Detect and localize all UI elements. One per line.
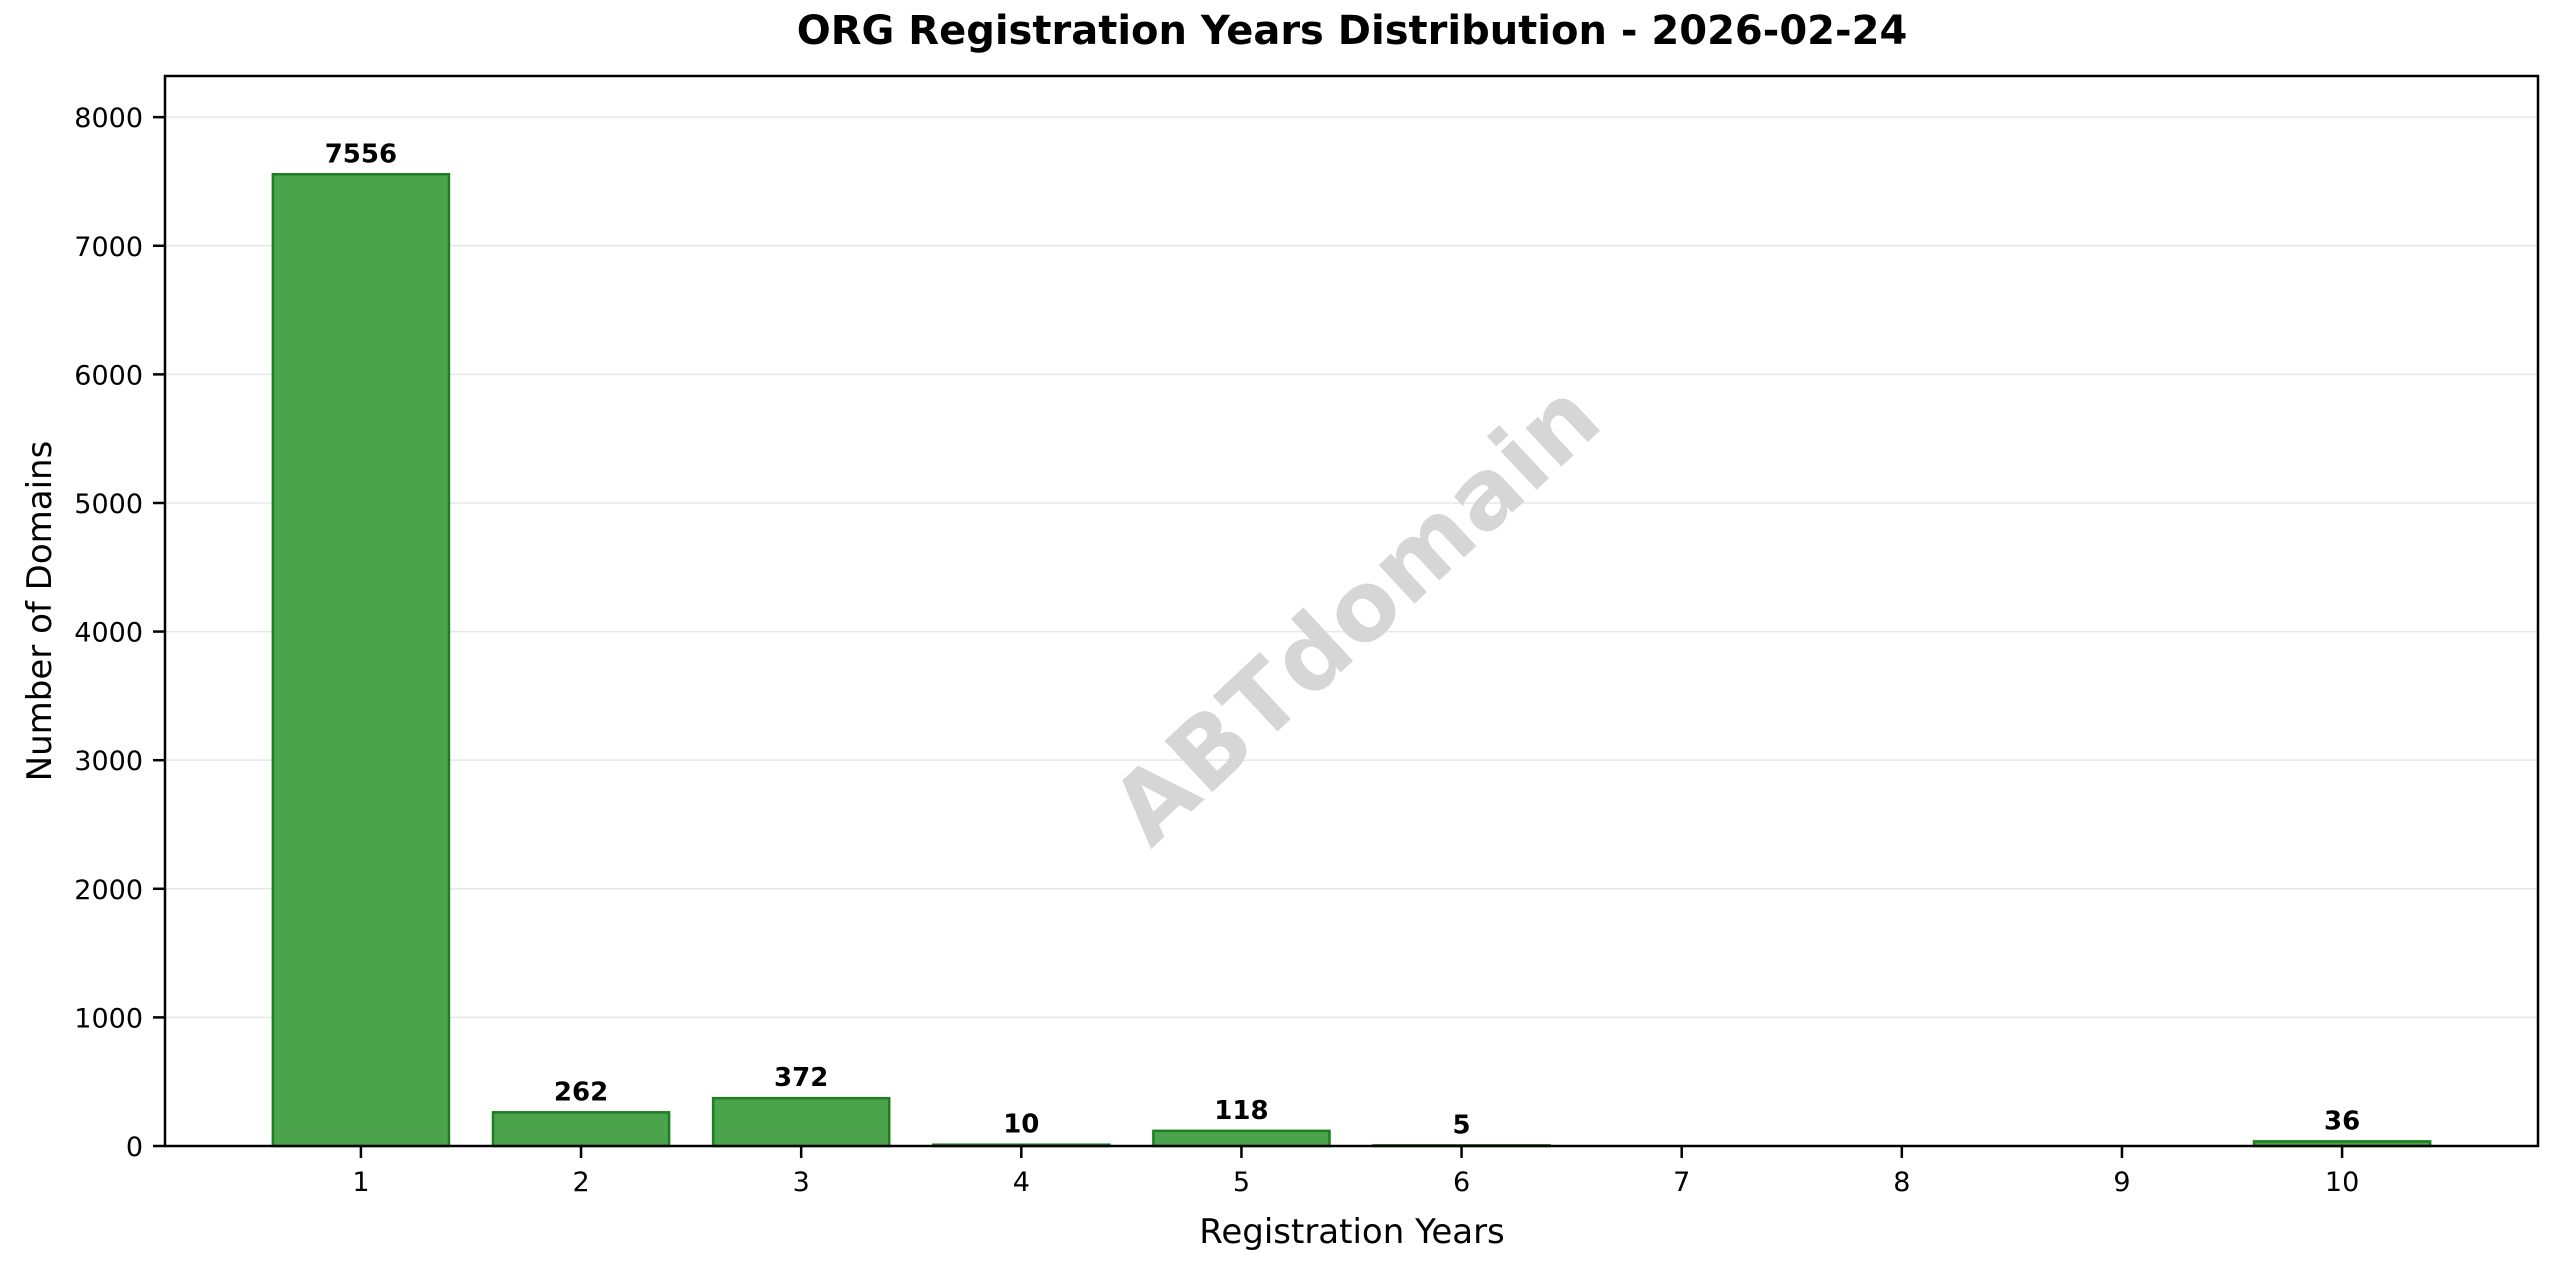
y-axis-label: Number of Domains: [20, 440, 60, 782]
x-tick-label: 8: [1893, 1167, 1910, 1198]
x-tick-label: 6: [1453, 1167, 1470, 1198]
bar: [1152, 1129, 1331, 1148]
bar: [271, 173, 451, 1148]
y-tick-label: 7000: [74, 232, 143, 263]
bar-value-label: 372: [774, 1063, 828, 1093]
x-axis-label: Registration Years: [1199, 1212, 1505, 1252]
y-tick-label: 1000: [74, 1003, 143, 1034]
x-tick-label: 7: [1673, 1167, 1690, 1198]
x-tick-label: 3: [793, 1167, 810, 1198]
bar-value-label: 10: [1003, 1110, 1039, 1140]
y-tick-label: 2000: [74, 875, 143, 906]
bar: [491, 1111, 671, 1148]
x-tick-label: 2: [572, 1167, 589, 1198]
chart-title: ORG Registration Years Distribution - 20…: [796, 8, 1908, 54]
x-tick-label: 10: [2325, 1167, 2359, 1198]
y-tick-label: 3000: [74, 746, 143, 777]
bar-value-label: 5: [1453, 1110, 1471, 1140]
y-tick-label: 0: [126, 1132, 143, 1163]
x-tick-label: 4: [1013, 1167, 1030, 1198]
y-tick-label: 4000: [74, 618, 143, 649]
bar-value-label: 7556: [325, 139, 397, 169]
y-tick-label: 5000: [74, 489, 143, 520]
x-tick-label: 1: [352, 1167, 369, 1198]
bar-value-label: 262: [554, 1077, 608, 1107]
x-tick-label: 5: [1233, 1167, 1250, 1198]
axis-frame: [163, 74, 2540, 1148]
y-tick-label: 6000: [74, 360, 143, 391]
bar: [711, 1096, 891, 1148]
y-tick-label: 8000: [74, 103, 143, 134]
bar-value-label: 36: [2324, 1106, 2360, 1136]
x-tick-label: 9: [2113, 1167, 2130, 1198]
bar-value-label: 118: [1214, 1096, 1268, 1126]
